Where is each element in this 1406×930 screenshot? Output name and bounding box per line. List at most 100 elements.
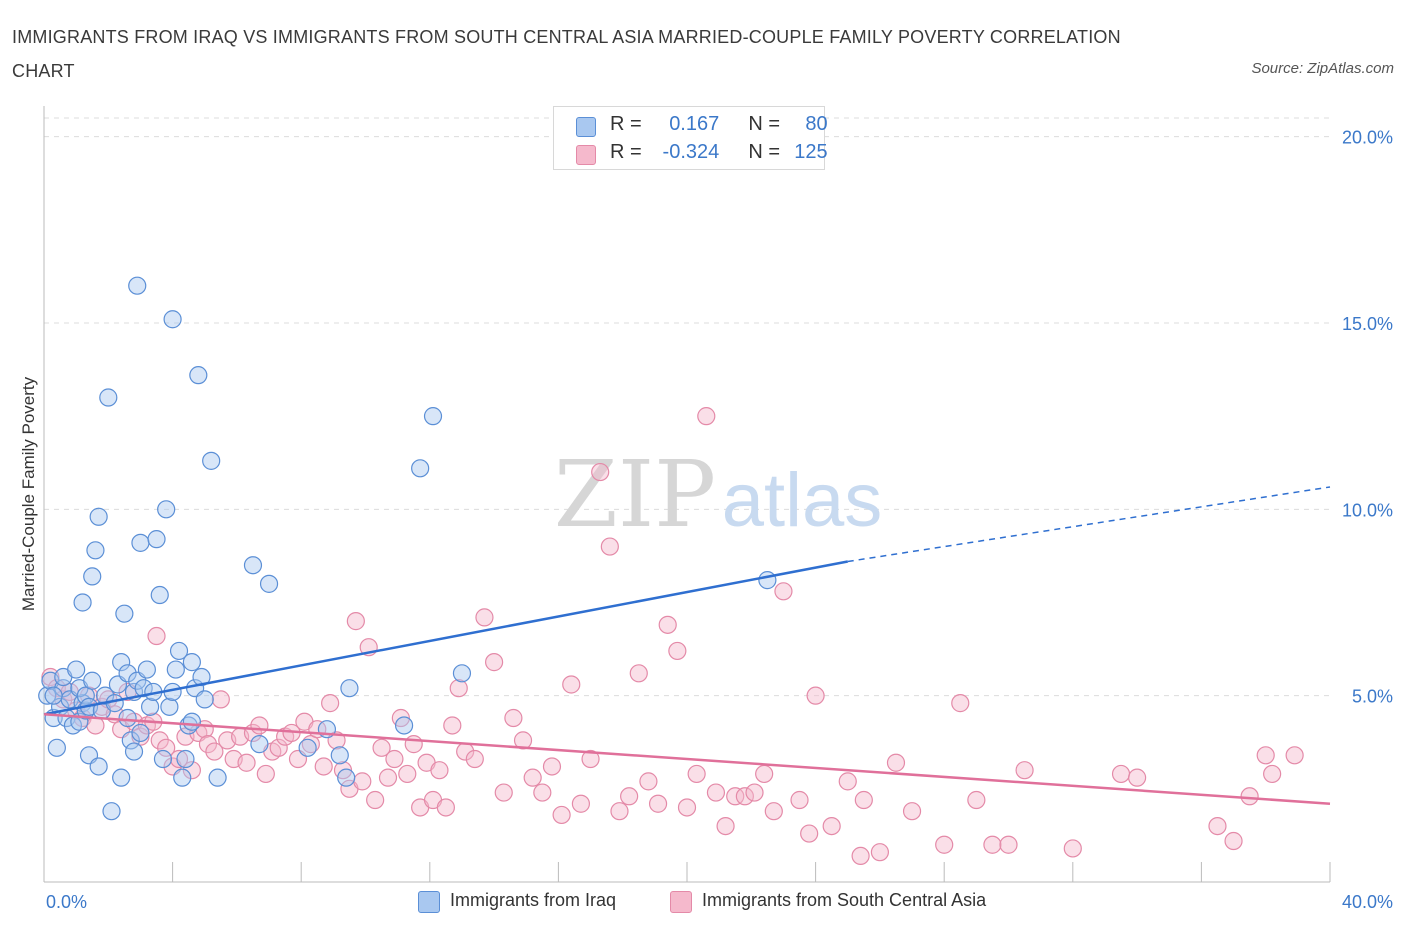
data-point-iraq [452,664,472,683]
data-point-south-central-asia [639,772,658,791]
data-point-iraq [124,742,144,761]
data-point-south-central-asia [494,783,513,802]
data-point-south-central-asia [581,749,600,769]
chart-title: IMMIGRANTS FROM IRAQ VS IMMIGRANTS FROM … [12,27,1121,81]
trend-lines [43,486,1331,805]
data-point-iraq [758,571,777,590]
data-point-south-central-asia [449,679,468,698]
gridlines [44,117,1330,697]
data-point-south-central-asia [404,735,423,754]
data-point-iraq [169,641,189,661]
data-point-iraq [137,660,156,679]
legend-swatch-south-central-asia [576,145,596,165]
data-point-south-central-asia [755,764,774,784]
y-tick-label: 10.0% [1342,500,1393,520]
watermark-zip: ZIP [554,441,716,548]
data-point-iraq [182,653,201,672]
data-point-south-central-asia [157,738,176,757]
data-point-iraq [147,530,166,549]
data-point-iraq [250,735,269,754]
data-point-south-central-asia [430,761,449,780]
data-point-south-central-asia [436,798,455,817]
data-point-south-central-asia [745,783,764,802]
watermark: ZIP atlas [554,441,882,548]
data-point-iraq [259,574,279,593]
data-point-south-central-asia [1240,787,1259,806]
data-point-south-central-asia [552,805,571,825]
legend-r-value: -0.324 [662,141,720,163]
data-point-south-central-asia [1111,764,1131,784]
data-point-iraq [102,802,121,821]
legend-r-label: R = [610,141,642,163]
data-point-south-central-asia [838,772,857,791]
data-point-south-central-asia [983,835,1002,854]
data-point-iraq [411,459,430,478]
bottom-legend-label-iraq: Immigrants from Iraq [450,890,617,910]
data-point-south-central-asia [398,764,417,784]
legend-n-value: 125 [794,141,828,163]
data-point-iraq [337,768,356,787]
data-point-south-central-asia [205,742,224,761]
data-point-south-central-asia [147,626,166,646]
data-point-south-central-asia [822,816,841,836]
legend-n-value: 80 [805,113,828,135]
data-point-south-central-asia [706,783,726,802]
data-point-iraq [86,541,105,560]
data-point-south-central-asia [385,749,404,769]
data-point-south-central-asia [851,846,870,866]
data-point-iraq [160,697,179,716]
data-point-south-central-asia [513,731,533,750]
source-credit: Source: ZipAtlas.com [1251,60,1394,77]
data-point-south-central-asia [475,608,494,627]
data-point-south-central-asia [542,757,562,776]
data-point-south-central-asia [735,787,754,806]
data-point-south-central-asia [256,764,275,784]
data-point-south-central-asia [854,790,873,810]
x-tick-label: 0.0% [46,892,87,912]
data-point-south-central-asia [465,749,484,769]
data-point-south-central-asia [353,772,372,791]
data-point-south-central-asia [902,802,922,821]
data-point-iraq [176,749,195,769]
data-point-iraq [394,716,414,735]
data-point-south-central-asia [372,738,391,757]
data-point-south-central-asia [1263,764,1282,784]
data-point-south-central-asia [648,794,668,813]
data-point-iraq [157,500,176,519]
data-point-south-central-asia [533,783,552,802]
data-point-south-central-asia [346,612,365,631]
data-point-iraq [423,407,443,426]
series-iraq-points [38,276,777,821]
data-point-iraq [330,746,349,765]
legend-r-value: 0.167 [669,113,720,135]
trend-line-iraq-extrapolated [847,486,1331,563]
data-point-south-central-asia [697,407,716,426]
data-point-south-central-asia [999,835,1018,854]
tick-labels: 5.0% 10.0% 15.0% 20.0% 0.0% 40.0% [46,128,1393,912]
data-point-iraq [112,768,131,787]
data-point-south-central-asia [620,787,639,806]
data-point-iraq [202,451,221,470]
data-point-iraq [153,749,173,769]
data-point-south-central-asia [600,537,619,556]
data-point-iraq [134,679,153,698]
data-point-south-central-asia [677,798,697,817]
data-point-south-central-asia [366,790,385,810]
data-point-iraq [83,671,102,690]
legend-swatch-iraq [576,117,596,137]
data-point-south-central-asia [1285,746,1304,765]
data-point-iraq [38,686,57,705]
data-point-south-central-asia [806,686,825,705]
data-point-south-central-asia [967,790,986,810]
data-point-south-central-asia [269,738,288,757]
data-point-south-central-asia [886,753,906,772]
data-point-south-central-asia [211,690,230,709]
data-point-south-central-asia [629,664,648,683]
data-point-iraq [44,686,63,705]
data-point-south-central-asia [485,653,504,672]
data-point-iraq [140,697,160,716]
data-point-south-central-asia [800,824,819,843]
data-point-south-central-asia [774,582,793,601]
data-point-south-central-asia [571,794,591,813]
data-point-iraq [121,731,140,750]
